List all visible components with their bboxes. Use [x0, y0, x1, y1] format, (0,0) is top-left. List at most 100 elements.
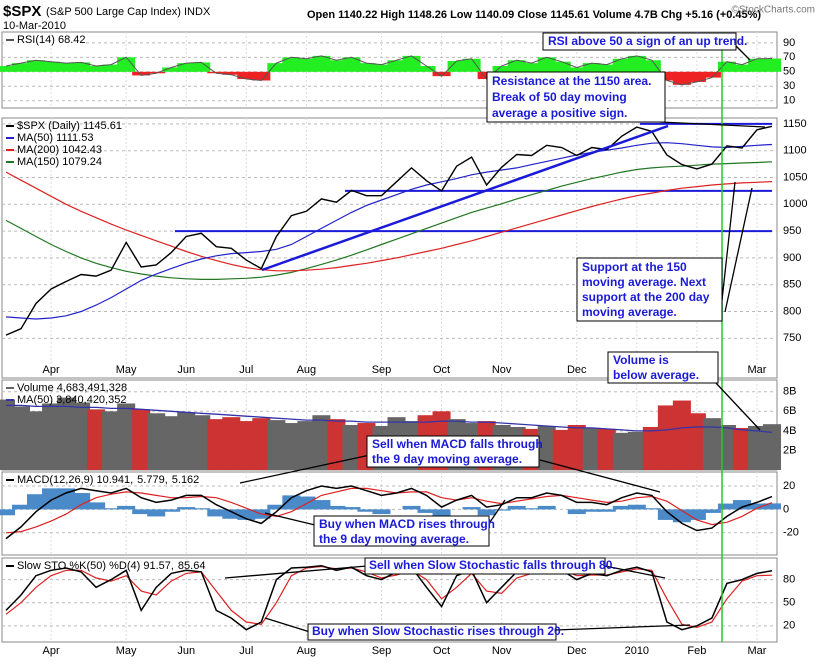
legend-bg: [4, 34, 82, 47]
y-tick-label: 800: [783, 305, 801, 317]
annotation-box: [542, 32, 737, 51]
y-tick-label: 1050: [783, 171, 807, 183]
rsi-bar: [327, 60, 346, 72]
histogram-bar: [477, 509, 496, 516]
rsi-bar: [27, 60, 46, 72]
histogram-bar: [417, 509, 436, 513]
histogram-bar: [312, 500, 331, 510]
histogram-bar: [462, 507, 481, 510]
volume-bar: [282, 423, 301, 470]
rsi-bar: [312, 55, 331, 72]
pointer: [721, 181, 736, 301]
volume-bar: [627, 431, 646, 470]
volume-bar: [342, 425, 361, 470]
rsi-bar: [672, 71, 691, 85]
x-tick-label: Oct: [433, 645, 450, 657]
volume-bar: [567, 425, 586, 470]
y-tick-label: 20: [783, 480, 795, 492]
annotation-box: [486, 71, 666, 123]
histogram-bar: [87, 502, 106, 510]
rsi-bar: [147, 71, 166, 74]
rsi-bar: [492, 66, 511, 72]
annotation: average a positive sign.: [492, 106, 627, 120]
rsi-bar: [597, 64, 616, 72]
y-tick-label: 750: [783, 332, 801, 344]
x-tick-label: Jun: [177, 645, 195, 657]
rsi-bar: [72, 62, 91, 72]
volume-bar: [222, 417, 241, 470]
rsi-bar: [552, 61, 571, 72]
rsi-bar: [42, 61, 61, 72]
x-tick-label: Mar: [748, 645, 767, 657]
symbol: $SPX: [3, 3, 41, 20]
annotation: moving average.: [582, 305, 677, 319]
volume-bar: [57, 397, 76, 470]
volume-bar: [702, 418, 721, 470]
series-line: [5, 125, 773, 336]
y-tick-label: 20: [783, 620, 795, 632]
rsi-bar: [522, 63, 541, 72]
x-tick-label: Aug: [297, 364, 317, 376]
volume-bar: [87, 409, 106, 470]
histogram-bar: [282, 495, 301, 510]
rsi-bar: [282, 57, 301, 72]
rsi-bar: [342, 57, 361, 72]
pointer: [239, 454, 371, 484]
source: ©StockCharts.com: [731, 5, 815, 16]
pointer: [264, 512, 316, 526]
pointer: [224, 565, 368, 579]
histogram-bar: [117, 505, 136, 510]
histogram-bar: [147, 509, 166, 517]
volume-bar: [747, 425, 766, 470]
legend-label: RSI(14) 68.42: [17, 34, 85, 46]
trend-line: [261, 124, 669, 272]
volume-bar: [582, 427, 601, 470]
volume-bar: [0, 399, 16, 470]
rsi-bar: [657, 71, 676, 81]
volume-bar: [762, 424, 782, 470]
histogram-bar: [222, 509, 241, 519]
rsi-bar: [102, 64, 121, 72]
annotation: Sell when Slow Stochastic falls through …: [369, 558, 616, 572]
x-tick-label: Nov: [492, 645, 512, 657]
legend-label: 5.162: [172, 474, 200, 486]
x-tick-label: Feb: [687, 645, 706, 657]
volume-bar: [192, 415, 211, 470]
annotation-box: [576, 257, 723, 322]
index-name: (S&P 500 Large Cap Index) INDX: [46, 6, 211, 18]
legend-label: Volume 4,683,491,328: [17, 382, 127, 394]
series-line: [5, 161, 773, 280]
pointer: [724, 187, 753, 313]
annotations: RSI above 50 a sign of an up trend. Resi…: [224, 32, 766, 641]
legend-label: MACD(12,26,9) 10.941,: [17, 474, 133, 486]
legend-label: MA(50) 1111.53: [17, 132, 93, 144]
y-tick-label: 6B: [783, 405, 796, 417]
annotation-box: [366, 435, 540, 468]
volume-bar: [102, 411, 121, 470]
rsi-bar: [237, 71, 256, 80]
histogram-bar: [732, 500, 751, 510]
rsi-bar: [642, 60, 661, 72]
rsi-bar: [372, 64, 391, 72]
volume-bar: [132, 409, 151, 470]
rsi-bar: [162, 67, 181, 72]
histogram-bar: [102, 508, 121, 510]
rsi-bar: [567, 67, 586, 72]
annotation: moving average. Next: [582, 275, 706, 289]
annotation: Volume is: [613, 353, 669, 367]
legend-label: 5.779,: [137, 474, 168, 486]
rsi-bar: [507, 60, 526, 72]
rsi-bar: [0, 66, 16, 72]
rsi-bar: [582, 63, 601, 72]
histogram-bar: [522, 508, 541, 510]
series-line: [5, 55, 773, 86]
rsi-bar: [177, 63, 196, 72]
rsi-bar: [357, 63, 376, 72]
rsi-bar: [432, 71, 451, 77]
annotation: the 9 day moving average.: [372, 452, 522, 466]
legend-label: 85.64: [178, 560, 206, 572]
histogram-bar: [612, 505, 631, 510]
rsi-bar: [57, 63, 76, 72]
volume-bar: [612, 432, 631, 470]
